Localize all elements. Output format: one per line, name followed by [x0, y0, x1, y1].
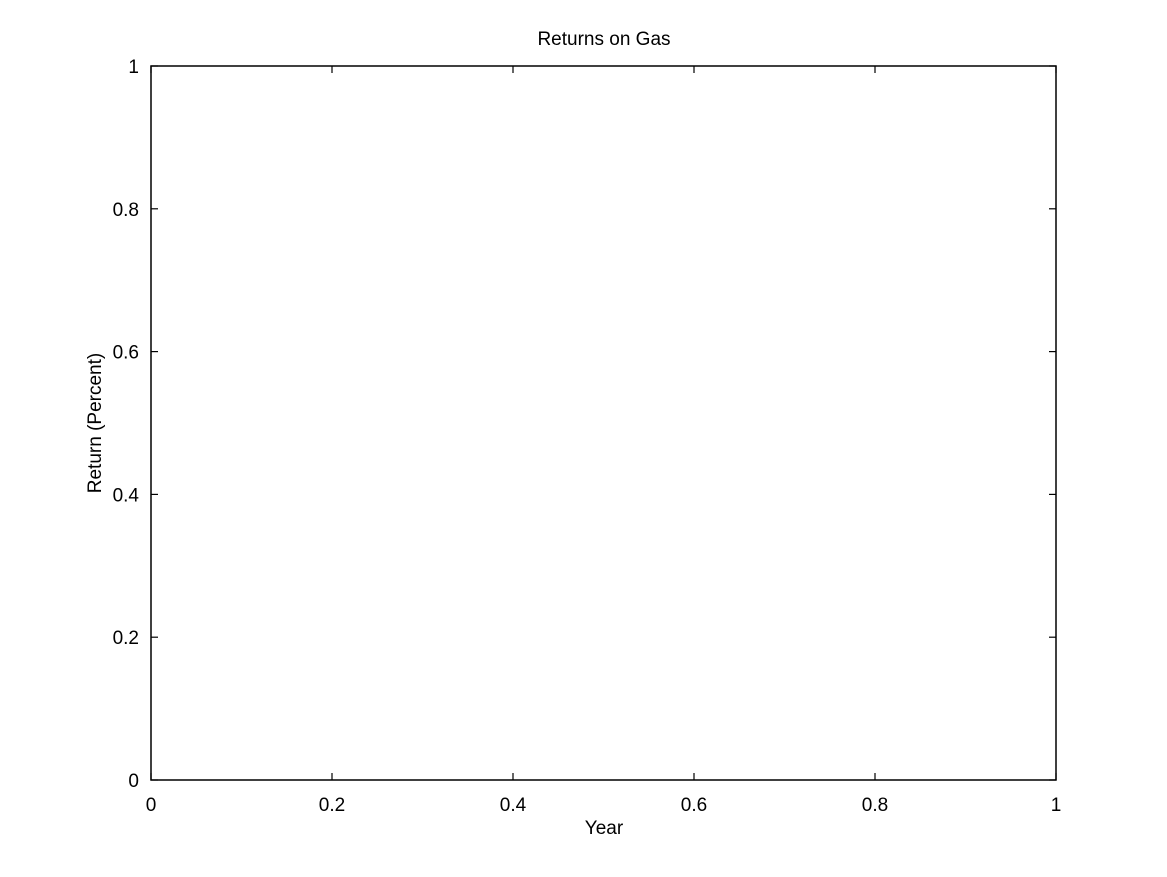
y-axis-label: Return (Percent)	[85, 353, 106, 493]
y-axis-ticks	[151, 65, 1056, 781]
x-tick-label: 0.6	[681, 795, 707, 816]
y-tick-label: 0.6	[113, 343, 139, 364]
x-tick-label: 0.8	[862, 795, 888, 816]
y-tick-label: 0	[128, 771, 139, 792]
y-tick-label: 0.4	[113, 485, 140, 506]
x-tick-label: 0.2	[319, 795, 345, 816]
y-tick-label: 0.2	[113, 628, 139, 649]
y-axis-tick-labels: 0 0.2 0.4 0.6 0.8 1	[113, 57, 140, 792]
y-tick-label: 1	[128, 57, 139, 78]
x-axis-tick-labels: 0 0.2 0.4 0.6 0.8 1	[146, 795, 1062, 816]
plot-area-frame	[150, 65, 1057, 781]
x-tick-label: 0	[146, 795, 157, 816]
chart-title: Returns on Gas	[537, 29, 670, 50]
y-tick-label: 0.8	[113, 200, 139, 221]
x-axis-ticks	[150, 66, 1057, 780]
x-axis-label: Year	[585, 818, 624, 839]
x-tick-label: 1	[1051, 795, 1062, 816]
x-tick-label: 0.4	[500, 795, 527, 816]
